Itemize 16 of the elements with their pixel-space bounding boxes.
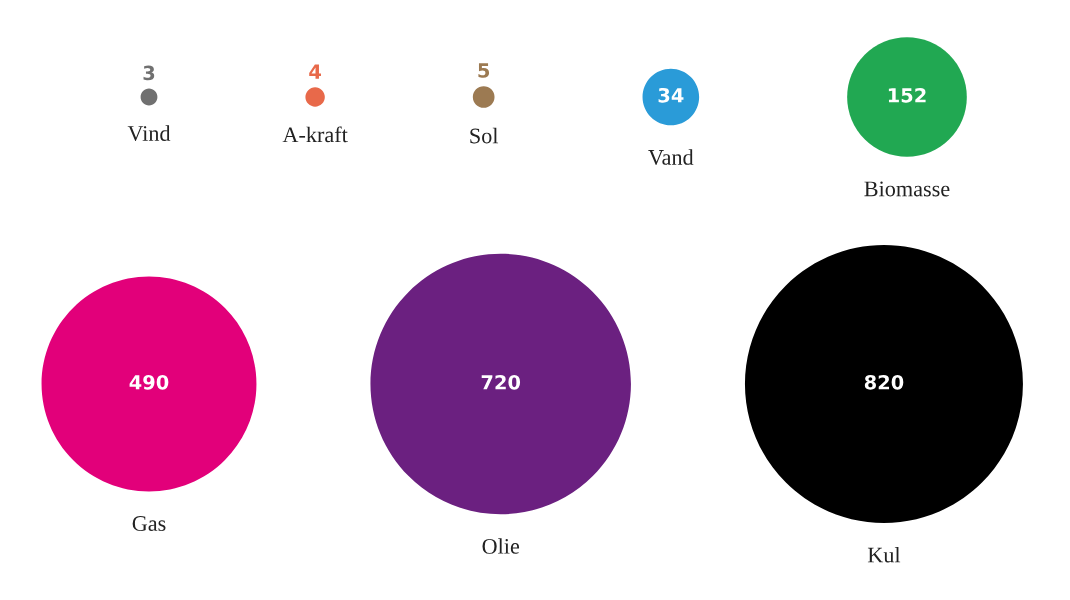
data-label: 34 bbox=[658, 87, 684, 103]
data-label: 720 bbox=[481, 374, 521, 390]
category-label: Gas bbox=[132, 516, 166, 532]
category-label: Vind bbox=[127, 125, 171, 142]
data-label: 820 bbox=[864, 374, 904, 390]
data-label: 490 bbox=[129, 374, 169, 390]
category-label: Biomasse bbox=[864, 181, 950, 197]
category-label: Sol bbox=[470, 127, 499, 144]
data-label: 152 bbox=[888, 87, 926, 103]
data-label: 4 bbox=[309, 64, 321, 79]
category-label: A-kraft bbox=[282, 126, 348, 143]
category-label: Olie bbox=[482, 538, 520, 554]
data-label: 5 bbox=[478, 63, 490, 78]
category-label: Vand bbox=[648, 149, 694, 165]
data-label: 3 bbox=[143, 65, 155, 81]
category-label: Kul bbox=[867, 546, 901, 563]
